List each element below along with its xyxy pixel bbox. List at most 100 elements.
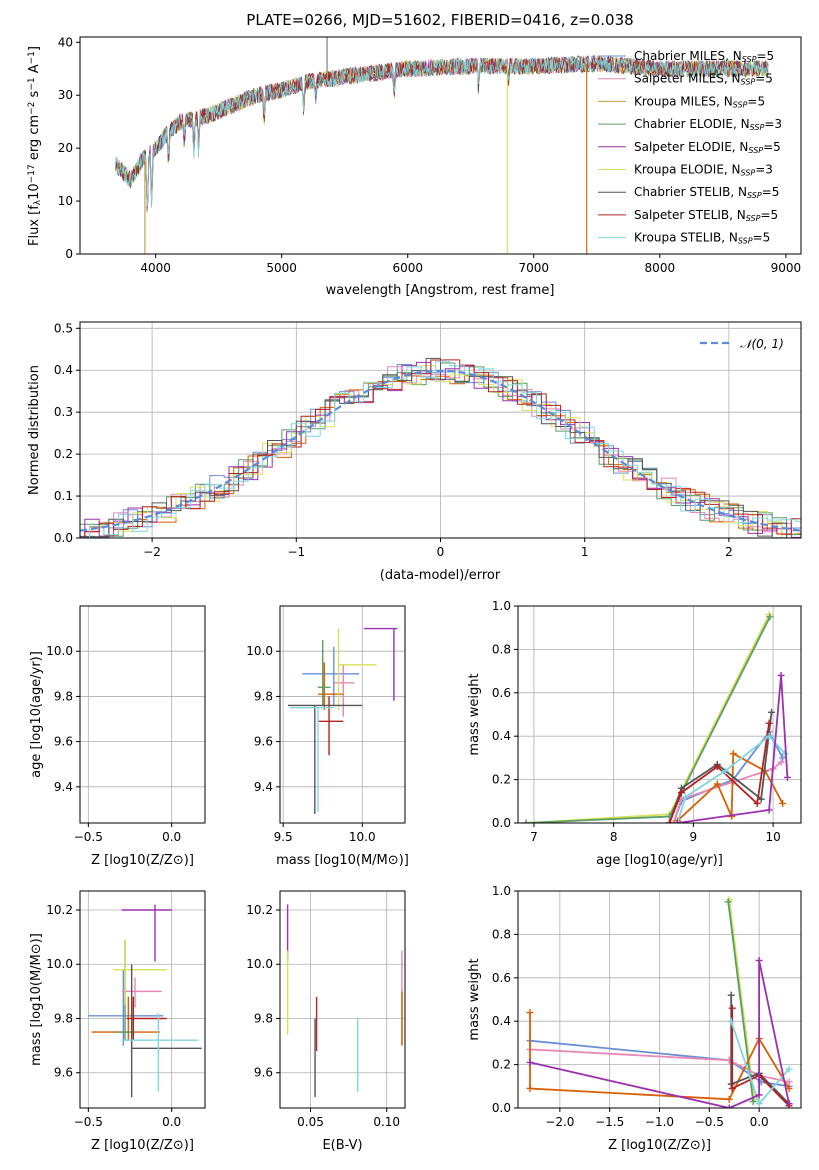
y-tick-label: 0.5 [54, 321, 73, 335]
x-tick-label: 1 [581, 545, 589, 559]
y-axis-label-part: A [27, 64, 42, 77]
legend-entry: Salpeter STELIB, NSSP=5 [634, 208, 778, 223]
y-axis-label-part: s [27, 90, 42, 101]
y-tick-label: 10.2 [246, 903, 273, 917]
y-tick-label: 9.8 [254, 1011, 273, 1025]
x-axis-label: Z [log10(Z/Z⊙)] [608, 1138, 711, 1153]
y-axis-label-part: erg cm [27, 115, 42, 164]
weight-plot-area [526, 896, 793, 1108]
histogram-plot-area [80, 357, 801, 538]
errorbar-point [126, 996, 167, 1041]
legend: Chabrier MILES, NSSP=5 Salpeter MILES, NS… [598, 49, 782, 246]
y-tick-label: 9.4 [54, 780, 73, 794]
weight-line [730, 995, 790, 1105]
weight-marker [522, 819, 530, 823]
legend-entry: Kroupa MILES, NSSP=5 [634, 94, 765, 109]
errorbar-point [117, 640, 134, 706]
errorbar-plot-area [287, 627, 398, 814]
weight-marker [673, 819, 681, 823]
legend-series-name: Salpeter MILES [634, 72, 724, 86]
legend-series-name: Kroupa MILES [634, 94, 716, 108]
weight-marker [526, 1009, 534, 1017]
y-axis-label-part: 10 [29, 708, 44, 725]
y-tick-label: 10.0 [246, 644, 273, 658]
legend-nssp-value: 3 [774, 117, 782, 131]
weight-marker [757, 795, 765, 803]
y-tick-label: 0.8 [492, 642, 511, 656]
x-axis-label-part: )] [701, 1138, 711, 1153]
x-axis-label-part: (Z/Z [146, 853, 173, 868]
x-axis-label-part: ⊙ [173, 853, 184, 868]
y-axis-label-part: (age/yr)] [29, 651, 44, 708]
errorbar-plot-area [88, 629, 201, 814]
y-axis-label-part: λ [33, 199, 43, 205]
y-axis-label-part: mass [log [29, 1003, 44, 1066]
weight-line [676, 752, 784, 822]
y-tick-label: 9.6 [54, 1066, 73, 1080]
y-tick-label: 9.4 [254, 780, 273, 794]
x-tick-label: 0 [437, 545, 445, 559]
x-axis-label-part: 10 [646, 1138, 663, 1153]
x-tick-label: 9.5 [274, 830, 293, 844]
x-axis-label-part: 10 [129, 853, 146, 868]
weight-marker [729, 750, 737, 758]
legend-series-name: Chabrier ELODIE [634, 117, 733, 131]
weight-plot-area [522, 611, 791, 823]
weight-marker [728, 1084, 736, 1092]
errorbar-point [113, 629, 166, 710]
weight-line [727, 901, 755, 1102]
y-axis-label-part: age [log [29, 725, 44, 778]
x-tick-label: 0.0 [162, 1115, 181, 1129]
y-tick-label: 0.2 [492, 1058, 511, 1072]
errorbar-point [121, 1013, 199, 1092]
x-tick-label: 0.0 [750, 1115, 769, 1129]
legend-nssp-value: 5 [765, 72, 773, 86]
y-axis-label-part: ] [27, 46, 42, 51]
y-axis-label-part: 10 [27, 183, 42, 200]
x-tick-label: −2 [143, 545, 161, 559]
x-axis-label: mass [log10(M/M⊙)] [276, 853, 409, 868]
x-axis-label-part: 10 [339, 853, 356, 868]
y-tick-label: 30 [58, 88, 73, 102]
errorbar-point [92, 663, 160, 710]
x-tick-label: 9 [690, 830, 698, 844]
axes-frame [79, 36, 802, 255]
errorbar-point [287, 704, 363, 814]
y-axis-label: mass weight [467, 673, 482, 755]
y-axis-label: mass weight [467, 958, 482, 1040]
x-tick-label: 2 [725, 545, 733, 559]
weight-marker [755, 1091, 763, 1099]
y-tick-label: 0.3 [54, 405, 73, 419]
y-axis-label-part: −17 [27, 164, 37, 183]
errorbar-point [122, 665, 162, 717]
x-axis-label-part: mass [log [276, 853, 339, 868]
y-axis-label: Normed distribution [27, 365, 42, 495]
axes-frame [79, 890, 206, 1109]
y-axis-label-part: −1 [27, 51, 37, 64]
y-tick-label: 1.0 [492, 599, 511, 613]
normal-curve [80, 369, 801, 532]
y-tick-label: 10.0 [246, 957, 273, 971]
weight-marker [669, 819, 677, 823]
mass-age-panel: 9.5 10.0 9.4 9.6 9.8 10.0 [246, 605, 406, 844]
x-axis-label: E(B-V) [322, 1138, 362, 1153]
y-tick-label: 9.6 [54, 735, 73, 749]
spectrum-panel: 4000 5000 6000 7000 8000 9000 0 10 20 30 40 PLATE=0… [27, 11, 802, 298]
legend-series-name: Chabrier STELIB [634, 185, 730, 199]
x-tick-label: 6000 [392, 261, 423, 275]
weight-marker [677, 789, 685, 797]
x-axis-label-part: (Z/Z [146, 1138, 173, 1153]
weight-marker [777, 758, 785, 766]
histogram-step [80, 365, 801, 538]
weight-marker [665, 819, 673, 823]
y-tick-label: 0.0 [54, 531, 73, 545]
x-axis-label-part: (Z/Z [663, 1138, 690, 1153]
weight-marker [724, 898, 732, 906]
weight-marker [765, 719, 773, 727]
x-tick-label: −1.5 [595, 1115, 624, 1129]
x-tick-label: −1 [287, 545, 305, 559]
legend-series-name: Chabrier MILES [634, 49, 725, 63]
y-tick-label: 10.2 [46, 903, 73, 917]
errorbar-point [317, 696, 344, 756]
